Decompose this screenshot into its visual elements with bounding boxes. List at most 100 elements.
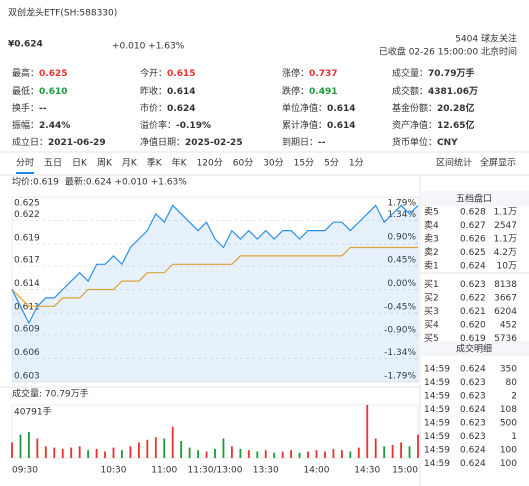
price-area [12,205,418,382]
trade-volume: 80 [506,378,518,388]
stat: 净值日期：2025-02-25 [140,136,243,148]
book-volume: 8138 [494,280,517,290]
volume-bar [36,438,39,458]
tab[interactable]: 五日 [44,158,62,169]
y-tick-label: 40791手 [14,406,52,418]
volume-bar [53,447,56,458]
followers: 5404 球友关注 [455,33,517,45]
volume-bar [400,442,402,458]
stat: 成交额：4381.06万 [392,85,478,97]
volume-bar [154,437,157,458]
y-tick-label: 0.611 [14,303,40,313]
tab[interactable]: 60分 [233,158,253,169]
tab[interactable]: 120分 [197,158,223,169]
book-label: 卖4 [424,220,439,231]
book-label: 买3 [424,306,439,317]
book-volume: 1.1万 [494,235,517,245]
volume-bar [95,448,98,458]
stat-label: 累计净值： [282,119,327,131]
book-price: 0.627 [460,221,486,231]
book-label: 卖5 [424,207,439,218]
volume-bar [129,446,132,458]
tab[interactable]: 15分 [294,158,314,169]
x-tick-label: 14:00 [304,466,330,476]
stat-value: CNY [437,138,458,148]
tab[interactable]: 1分 [349,158,364,169]
stat-value: 0.614 [327,121,355,131]
title: 双创龙头ETF(SH:588330) [8,7,117,19]
volume-bar [315,450,318,458]
volume-bar [256,451,259,458]
stat-value: -- [39,104,47,114]
stat-value: 0.615 [167,69,195,79]
y2-tick-label: -0.90% [384,326,416,336]
stat-label: 净值日期： [140,136,185,148]
trade-volume: 100 [500,459,517,469]
book-price: 0.619 [460,334,486,344]
tab[interactable]: 30分 [263,158,283,169]
volume-bar [137,442,140,458]
stat-label: 振幅： [12,119,39,131]
stat: 成立日：2021-06-29 [12,136,106,148]
stat: 基金份额：20.28亿 [392,102,474,114]
y-tick-label: 0.622 [14,210,40,220]
trade-price: 0.624 [460,405,486,415]
stat: 单位净值：0.614 [282,102,355,114]
tab[interactable]: 年K [172,157,188,169]
stat-label: 市价： [140,102,167,114]
volume-bar [70,447,73,458]
tab[interactable]: 5分 [324,158,339,169]
y2-tick-label: 1.79% [387,199,416,209]
volume-bar [28,432,30,458]
volume-bar [247,450,250,458]
stat-value: 0.624 [167,104,195,114]
book-volume: 5736 [494,334,517,344]
stat: 最高：0.625 [12,67,67,79]
volume-bar [408,446,411,458]
y-tick-label: 0.603 [14,372,40,382]
book-volume: 2547 [494,221,517,231]
y-tick-label: 0.614 [14,279,40,289]
price: ¥0.624 [8,40,43,50]
price-line [11,204,419,325]
volume-bar [104,451,106,458]
tab-link[interactable]: 全屏显示 [480,157,516,169]
trade-price: 0.624 [460,365,486,375]
stat-value: 2025-02-25 [185,138,243,148]
stat: 成交量：70.79万手 [392,67,474,79]
trade-price: 0.624 [460,459,486,469]
volume-bar [222,438,225,458]
y2-tick-label: 1.34% [387,210,416,220]
tab-link[interactable]: 区间统计 [436,157,472,169]
volume-bar [78,446,81,458]
volume-bar [281,451,284,458]
book-price: 0.621 [460,307,486,317]
stat-value: 0.614 [327,104,355,114]
market-status: 已收盘 02-26 15:00:00 北京时间 [379,46,517,58]
tab[interactable]: 日K [72,158,88,169]
y2-tick-label: 0.90% [387,232,416,242]
stat-label: 货币单位： [392,136,437,148]
volume-bar [11,442,13,458]
stat-value: -- [318,138,326,148]
tab[interactable]: 季K [147,157,163,169]
x-tick-label: 10:30 [101,466,127,476]
volume-bar [374,438,377,458]
volume-bar [366,405,369,458]
stat-label: 今开： [140,67,167,79]
tab[interactable]: 分时 [16,157,34,169]
tab[interactable]: 周K [97,158,113,169]
book-price: 0.622 [460,294,486,304]
volume-bar [391,445,394,458]
volume-bar [239,448,242,458]
stat: 市价：0.624 [140,102,195,114]
tab[interactable]: 月K [122,158,138,169]
book-volume: 452 [500,321,517,331]
y2-tick-label: -1.34% [384,348,416,358]
book-price: 0.628 [460,208,486,218]
x-tick-label: 09:30 [12,466,38,476]
book-volume: 4.2万 [494,248,517,258]
book-volume: 1.1万 [494,208,517,218]
